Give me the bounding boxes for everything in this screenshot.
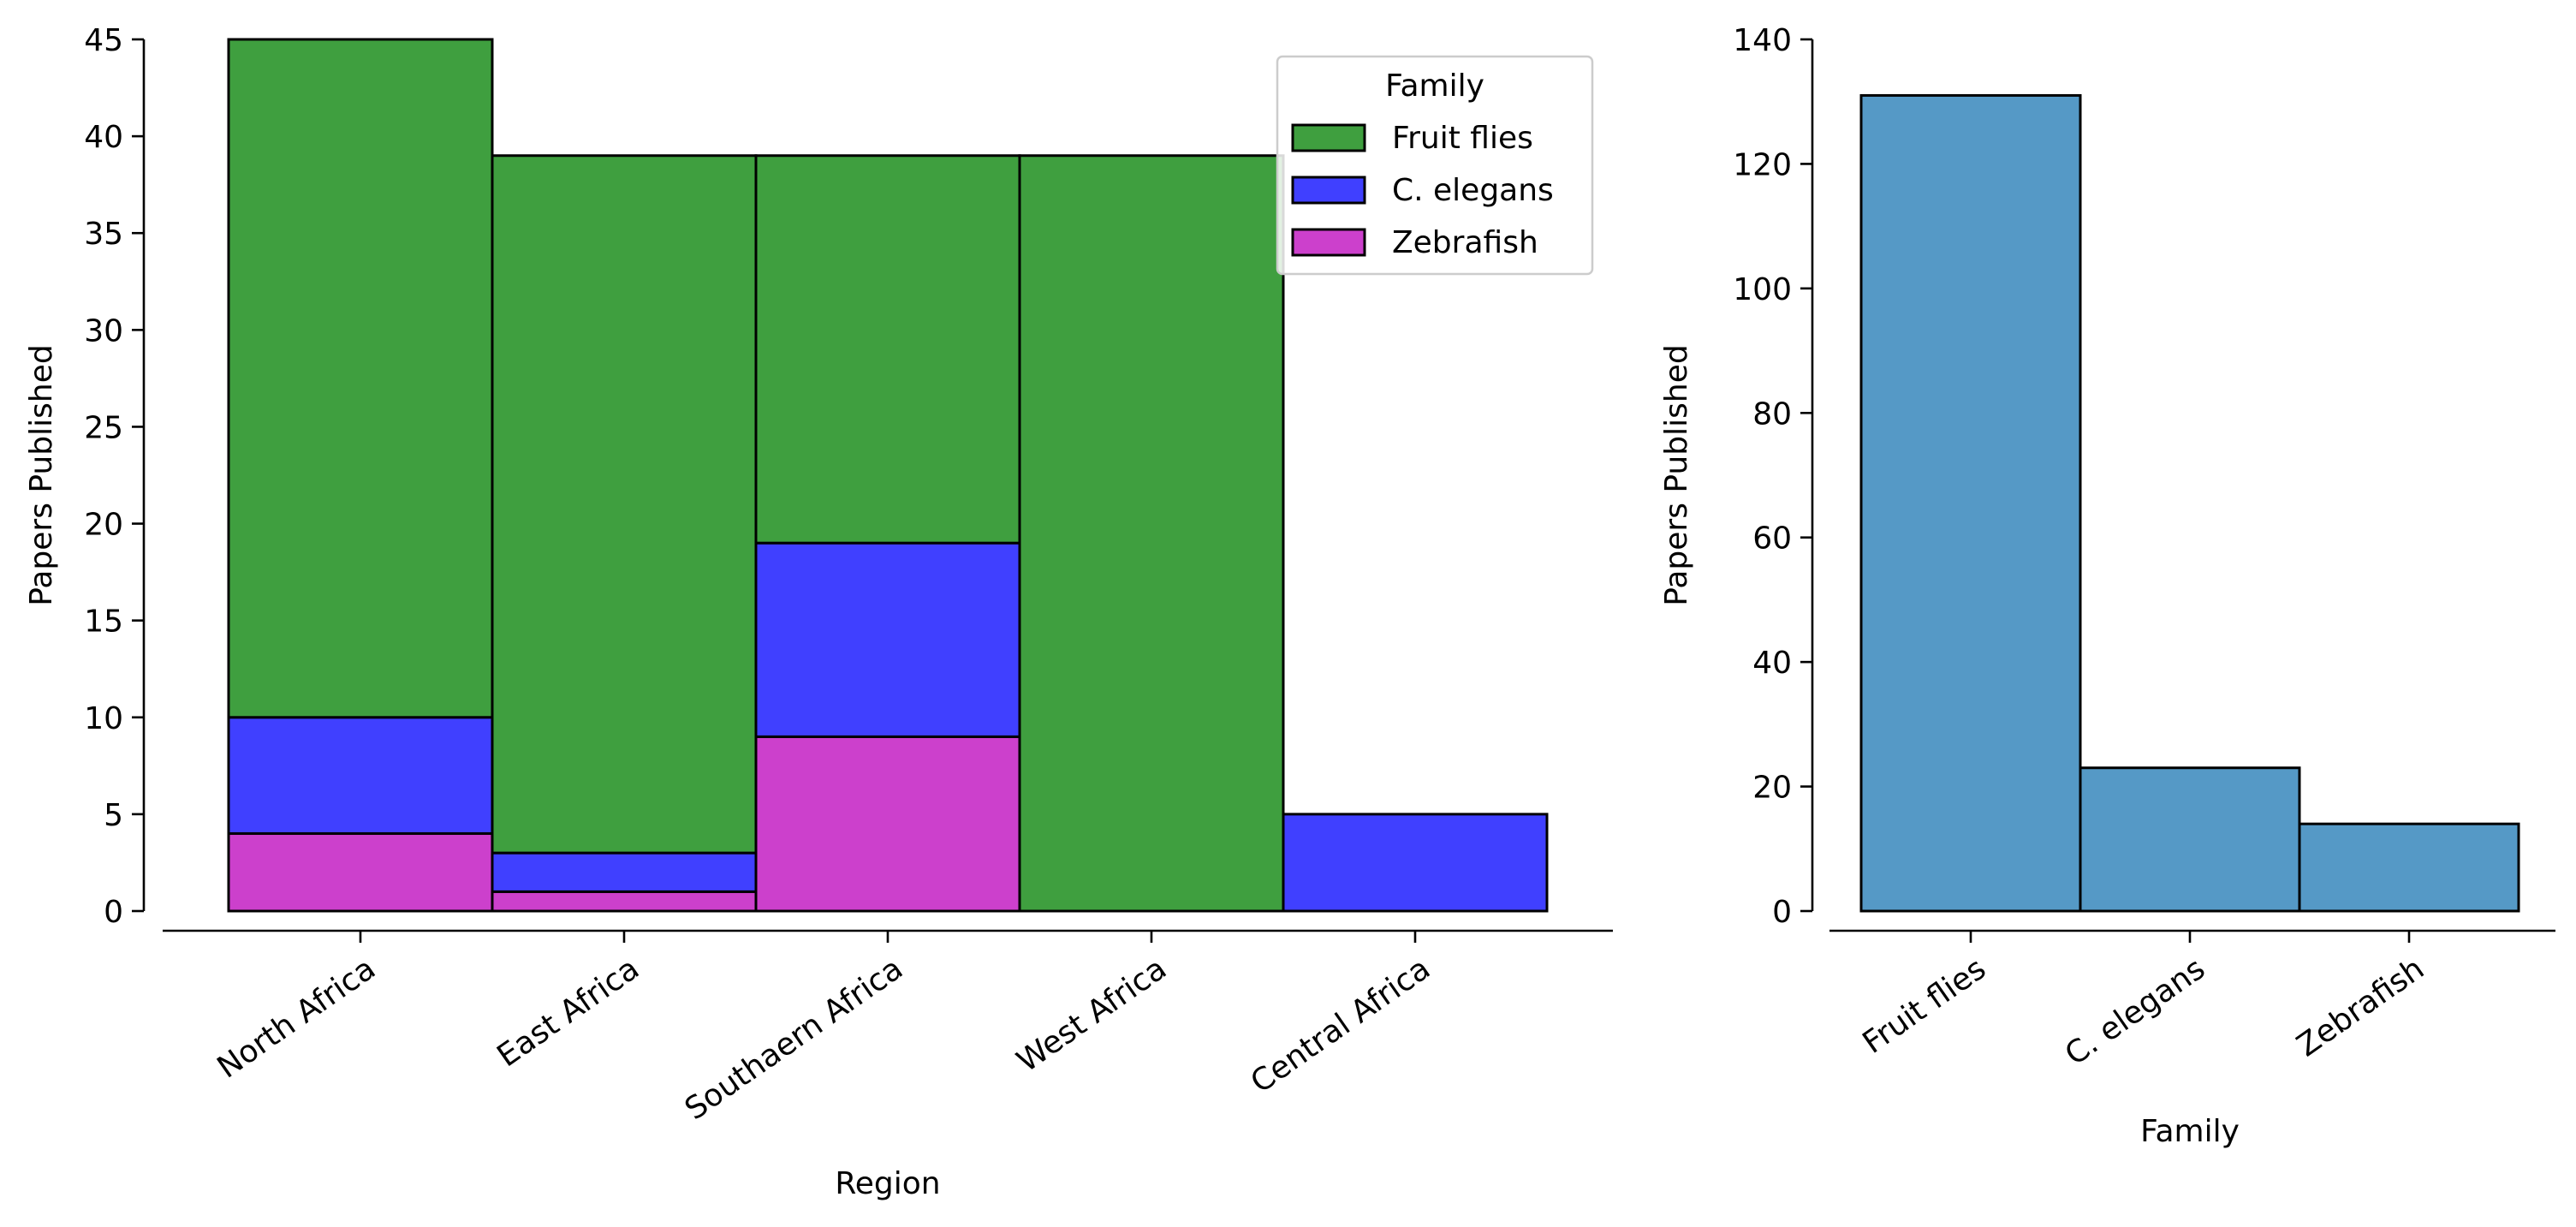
- x-tick-label-east-africa: East Africa: [491, 951, 646, 1075]
- bar-north-africa-fruit-flies: [227, 38, 494, 719]
- bar-zebrafish: [2298, 822, 2520, 913]
- legend-label-c-elegans: C. elegans: [1392, 173, 1554, 208]
- legend-title: Family: [1385, 68, 1484, 104]
- bar-east-africa-fruit-flies: [491, 154, 758, 855]
- legend-label-zebrafish: Zebrafish: [1392, 225, 1538, 260]
- bar-southaern-africa-c-elegans: [754, 541, 1021, 738]
- legend-frame: [1276, 55, 1594, 276]
- x-axis-label: Region: [835, 1166, 940, 1201]
- y-tick-label: 60: [1752, 521, 1792, 557]
- x-tick-label-central-africa: Central Africa: [1245, 951, 1437, 1100]
- bar-north-africa-c-elegans: [227, 716, 494, 836]
- x-tick-label-zebrafish: Zebrafish: [2291, 951, 2430, 1064]
- bar-southaern-africa-zebrafish: [754, 735, 1021, 913]
- y-tick-label: 30: [84, 313, 123, 348]
- y-tick-label: 120: [1733, 147, 1792, 182]
- legend-swatch-zebrafish: [1291, 228, 1366, 257]
- legend-swatch-fruit-flies: [1291, 123, 1366, 152]
- chart-family-bars: 0 20 40 60 80 100 120 140 Papers Published Fruit …: [1659, 23, 2555, 1149]
- x-tick-label-southaern-africa: Southaern Africa: [679, 951, 909, 1128]
- y-tick-label: 20: [1752, 771, 1792, 806]
- y-tick-label: 20: [84, 508, 123, 543]
- y-tick-label: 15: [84, 605, 123, 640]
- bar-c-elegans: [2079, 766, 2301, 913]
- bar-north-africa-zebrafish: [227, 832, 494, 913]
- legend: Family Fruit flies C. elegans Zebrafish: [1276, 55, 1594, 276]
- y-tick-label: 40: [84, 120, 123, 155]
- x-tick-label-west-africa: West Africa: [1011, 951, 1173, 1080]
- bar-fruit-flies: [1859, 93, 2082, 913]
- legend-swatch-c-elegans: [1291, 176, 1366, 205]
- y-tick-label: 0: [1772, 895, 1792, 930]
- x-tick-label-north-africa: North Africa: [211, 951, 382, 1086]
- x-axis-label: Family: [2140, 1114, 2240, 1149]
- y-tick-label: 40: [1752, 646, 1792, 681]
- bar-east-africa-zebrafish: [491, 890, 758, 913]
- bar-southaern-africa-fruit-flies: [754, 154, 1021, 545]
- bar-west-africa-fruit-flies: [1018, 154, 1285, 913]
- y-axis-label: Papers Published: [1659, 344, 1694, 605]
- y-tick-label: 80: [1752, 396, 1792, 432]
- x-tick-label-fruit-flies: Fruit flies: [1857, 951, 1993, 1061]
- y-tick-label: 5: [104, 798, 123, 833]
- y-tick-label: 10: [84, 701, 123, 736]
- chart-region-stacked-bars: 0 5 10 15 20 25 30 35 40 45 Papers Published North …: [24, 23, 1613, 1201]
- y-tick-label: 0: [104, 895, 123, 930]
- bar-central-africa-c-elegans: [1282, 813, 1549, 913]
- x-tick-label-c-elegans: C. elegans: [2059, 951, 2211, 1073]
- y-tick-label: 140: [1733, 23, 1792, 58]
- y-tick-label: 100: [1733, 272, 1792, 307]
- legend-label-fruit-flies: Fruit flies: [1392, 121, 1533, 156]
- y-tick-label: 25: [84, 410, 123, 445]
- y-tick-label: 45: [84, 23, 123, 58]
- bar-east-africa-c-elegans: [491, 851, 758, 893]
- y-axis-label: Papers Published: [24, 344, 59, 605]
- y-tick-label: 35: [84, 217, 123, 252]
